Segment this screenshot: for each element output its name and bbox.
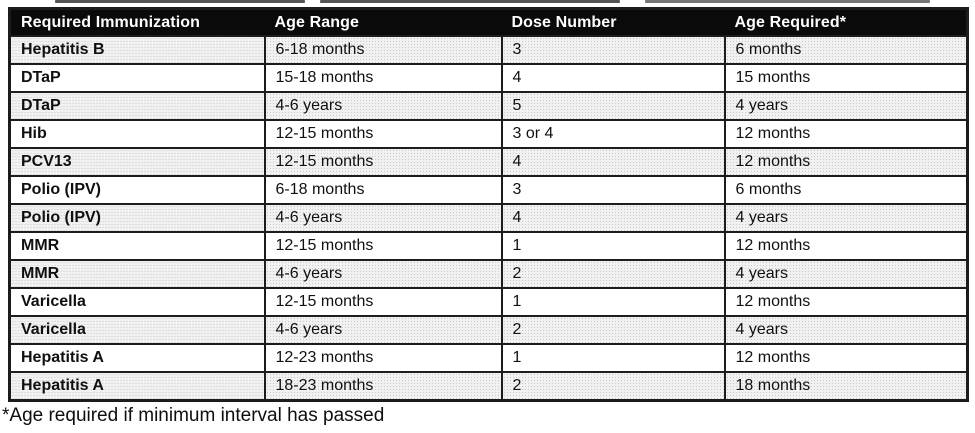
table-cell: 4 years <box>723 259 969 289</box>
table-cell: 4-6 years <box>263 315 503 345</box>
scan-artifact <box>645 0 930 3</box>
table-row: Polio (IPV) 6-18 months 3 6 months <box>8 175 969 205</box>
table-row: PCV13 12-15 months 4 12 months <box>8 147 969 177</box>
table-row: Hepatitis A 12-23 months 1 12 months <box>8 343 969 373</box>
table-cell: 1 <box>500 343 726 373</box>
table-row: DTaP 4-6 years 5 4 years <box>8 91 969 121</box>
table-cell: 4-6 years <box>263 91 503 121</box>
header-cell: Dose Number <box>501 8 725 36</box>
table-row: Hib 12-15 months 3 or 4 12 months <box>8 119 969 149</box>
table-cell: DTaP <box>8 91 266 121</box>
table-cell: Polio (IPV) <box>8 175 266 205</box>
table-cell: 4 years <box>723 315 969 345</box>
table-cell: Hepatitis A <box>8 343 266 373</box>
header-cell: Required Immunization <box>9 8 265 36</box>
table-cell: 4 years <box>723 203 969 233</box>
table-cell: MMR <box>8 259 266 289</box>
table-cell: 18-23 months <box>263 371 503 402</box>
table-cell: 1 <box>500 231 726 261</box>
table-header: Required Immunization Age Range Dose Numbe… <box>9 8 968 36</box>
table-cell: Hepatitis A <box>8 371 266 402</box>
table-cell: 2 <box>500 315 726 345</box>
scan-artifact <box>55 0 305 3</box>
table-cell: PCV13 <box>8 147 266 177</box>
table-cell: Varicella <box>8 315 266 345</box>
table-cell: 3 <box>500 35 726 65</box>
table-cell: Hib <box>8 119 266 149</box>
table-cell: 2 <box>500 259 726 289</box>
table-cell: 12-15 months <box>263 119 503 149</box>
table-cell: 12-15 months <box>263 287 503 317</box>
table-cell: 4 years <box>723 91 969 121</box>
table-cell: 3 or 4 <box>500 119 726 149</box>
table-row: Polio (IPV) 4-6 years 4 4 years <box>8 203 969 233</box>
table-row: Hepatitis A 18-23 months 2 18 months <box>8 371 969 402</box>
table-footnote: *Age required if minimum interval has pa… <box>2 405 385 426</box>
table-cell: 4 <box>500 203 726 233</box>
table-cell: 1 <box>500 287 726 317</box>
immunization-schedule-table: Required Immunization Age Range Dose Numbe… <box>8 7 969 402</box>
table-cell: 12 months <box>723 231 969 261</box>
table-cell: 15 months <box>723 63 969 93</box>
table-row: MMR 12-15 months 1 12 months <box>8 231 969 261</box>
table-cell: 15-18 months <box>263 63 503 93</box>
table-cell: 6 months <box>723 175 969 205</box>
table-cell: 2 <box>500 371 726 402</box>
scan-artifact <box>320 0 620 3</box>
table-cell: 5 <box>500 91 726 121</box>
header-cell: Age Range <box>264 8 502 36</box>
table-cell: Varicella <box>8 287 266 317</box>
table-cell: 12 months <box>723 287 969 317</box>
table-cell: MMR <box>8 231 266 261</box>
header-row: Required Immunization Age Range Dose Numbe… <box>9 8 968 36</box>
table-cell: DTaP <box>8 63 266 93</box>
table-cell: 12-15 months <box>263 147 503 177</box>
table-row: Hepatitis B 6-18 months 3 6 months <box>8 35 969 65</box>
table-cell: 18 months <box>723 371 969 402</box>
table-cell: 12 months <box>723 119 969 149</box>
table-cell: 6-18 months <box>263 175 503 205</box>
table-row: DTaP 15-18 months 4 15 months <box>8 63 969 93</box>
table-row: MMR 4-6 years 2 4 years <box>8 259 969 289</box>
table-cell: 6 months <box>723 35 969 65</box>
header-cell: Age Required* <box>724 8 968 36</box>
table-cell: 4 <box>500 147 726 177</box>
table-cell: Polio (IPV) <box>8 203 266 233</box>
table-cell: 4 <box>500 63 726 93</box>
table-row: Varicella 4-6 years 2 4 years <box>8 315 969 345</box>
table-row: Varicella 12-15 months 1 12 months <box>8 287 969 317</box>
table-cell: 4-6 years <box>263 203 503 233</box>
table-cell: 6-18 months <box>263 35 503 65</box>
table-cell: 12-15 months <box>263 231 503 261</box>
table-cell: Hepatitis B <box>8 35 266 65</box>
table-cell: 12 months <box>723 147 969 177</box>
table-body: Hepatitis B 6-18 months 3 6 months DTaP 15-18… <box>8 35 969 402</box>
table-cell: 12-23 months <box>263 343 503 373</box>
table-cell: 4-6 years <box>263 259 503 289</box>
table-cell: 3 <box>500 175 726 205</box>
table-cell: 12 months <box>723 343 969 373</box>
